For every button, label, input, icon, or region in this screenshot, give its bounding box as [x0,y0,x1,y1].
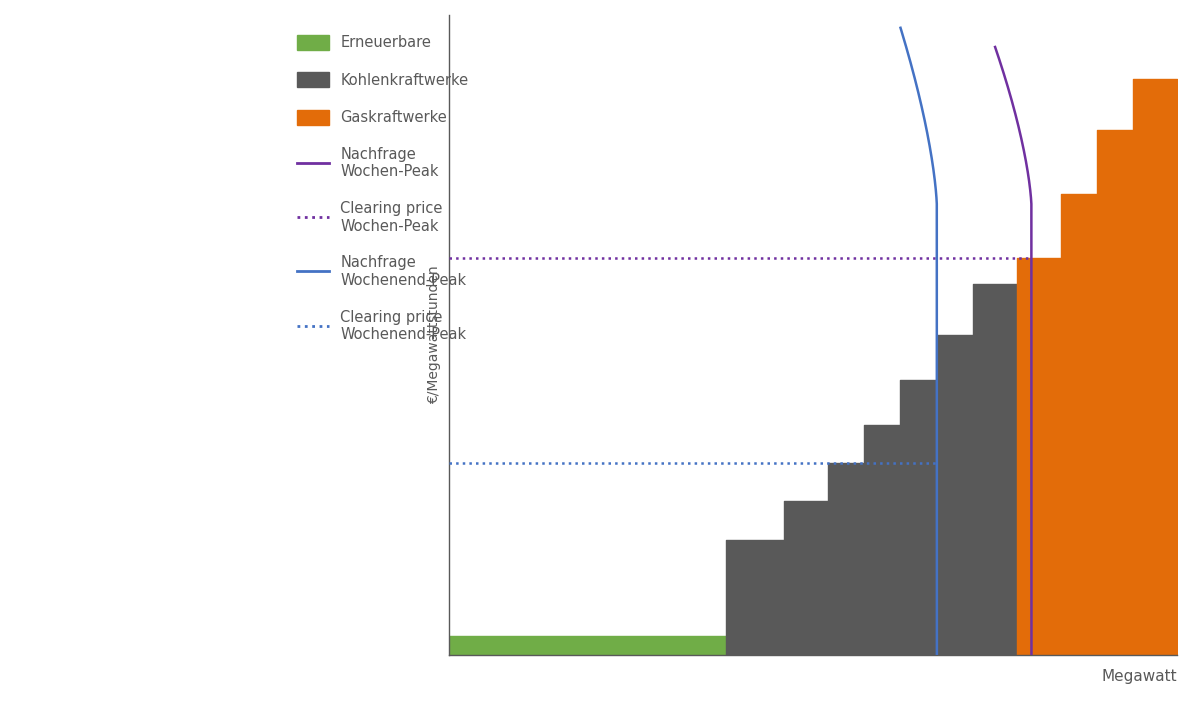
Legend: Erneuerbare, Kohlenkraftwerke, Gaskraftwerke, Nachfrage
Wochen-Peak, Clearing pr: Erneuerbare, Kohlenkraftwerke, Gaskraftw… [297,35,468,342]
X-axis label: Megawatt: Megawatt [1101,669,1177,684]
Y-axis label: €/Megawattstunden: €/Megawattstunden [427,266,441,404]
